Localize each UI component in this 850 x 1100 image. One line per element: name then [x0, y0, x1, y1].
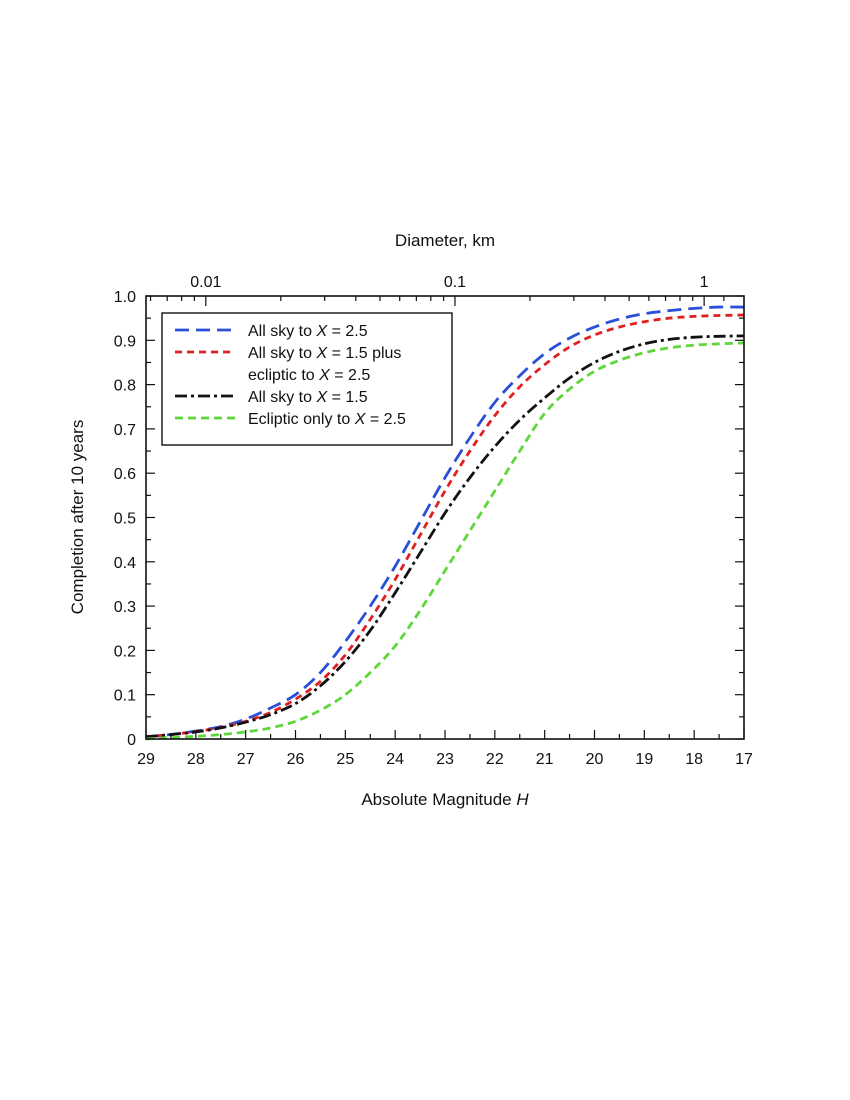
series-line-4: [145, 341, 745, 741]
y-tick-labels: 0 0.1 0.2 0.3 0.4 0.5 0.6 0.7 0.8 0.9 1.0: [114, 289, 136, 749]
x-tick-label: 24: [386, 751, 404, 768]
y-tick-label: 0.8: [114, 378, 136, 395]
y-tick-label: 0.9: [114, 333, 136, 350]
x-tick-label: 27: [237, 751, 255, 768]
axis-ticks: [145, 295, 745, 740]
x-tick-label: 23: [436, 751, 454, 768]
y-tick-label: 0.4: [114, 555, 136, 572]
y-tick-label: 0: [127, 732, 136, 749]
x-axis-label-text: Absolute Magnitude: [361, 790, 511, 809]
y-tick-label: 0.2: [114, 643, 136, 660]
legend-label-4: Ecliptic only to X = 2.5: [248, 411, 406, 428]
series-line-3: [145, 334, 745, 739]
x-tick-label: 21: [536, 751, 554, 768]
x-tick-labels: 29 28 27 26 25 24 23 22 21 20 19 18 17: [137, 751, 753, 768]
x-tick-label: 19: [635, 751, 653, 768]
x-axis-label: Absolute Magnitude H: [361, 790, 529, 809]
x-tick-label: 18: [685, 751, 703, 768]
top-tick-label: 1: [700, 274, 709, 291]
legend-box: [161, 312, 453, 446]
y-axis-label: Completion after 10 years: [68, 420, 87, 615]
x-axis-label-variable: H: [516, 790, 529, 809]
series-line-1: [145, 305, 745, 739]
x-tick-label: 22: [486, 751, 504, 768]
y-tick-label: 0.1: [114, 688, 136, 705]
legend-label-2: All sky to X = 1.5 plus: [248, 345, 401, 362]
y-tick-label: 0.5: [114, 511, 136, 528]
top-tick-labels: 0.01 0.1 1: [190, 274, 708, 291]
legend-label-1: All sky to X = 2.5: [248, 323, 368, 340]
x-tick-label: 28: [187, 751, 205, 768]
top-tick-label: 0.01: [190, 274, 221, 291]
y-tick-label: 0.3: [114, 599, 136, 616]
top-axis-label: Diameter, km: [395, 231, 495, 250]
x-tick-label: 29: [137, 751, 155, 768]
x-tick-label: 25: [336, 751, 354, 768]
x-tick-label: 26: [287, 751, 305, 768]
legend: All sky to X = 2.5 All sky to X = 1.5 plu…: [161, 312, 453, 446]
legend-label-2-line2: ecliptic to X = 2.5: [248, 367, 370, 384]
y-tick-label: 0.7: [114, 422, 136, 439]
x-tick-label: 20: [586, 751, 604, 768]
legend-label-3: All sky to X = 1.5: [248, 389, 368, 406]
x-tick-label: 17: [735, 751, 753, 768]
top-tick-label: 0.1: [444, 274, 466, 291]
plot-frame: [145, 295, 745, 740]
y-tick-label: 1.0: [114, 289, 136, 306]
y-tick-label: 0.6: [114, 466, 136, 483]
series-layer: [145, 305, 745, 741]
